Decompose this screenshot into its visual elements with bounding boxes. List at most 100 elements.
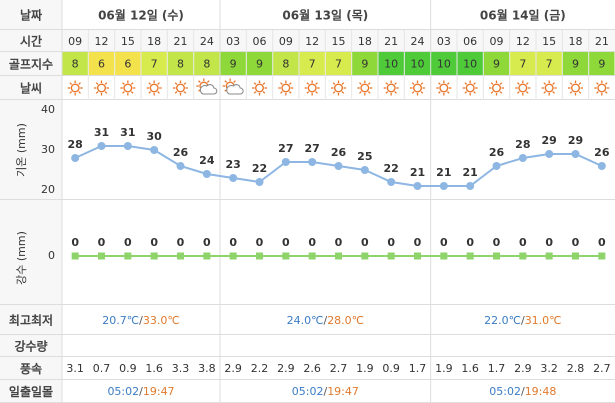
sun-ray [69,91,73,94]
data-point [334,162,343,170]
data-label: 29 [568,134,583,147]
weather-icon [594,80,610,96]
separator: / [323,314,327,327]
sun-ray [130,82,134,85]
row-label: 골프지수 [9,57,53,72]
data-label: 31 [120,126,135,139]
wind: 3.8 [198,362,216,375]
date-header: 06월 14일 (금) [480,8,566,23]
row-label: 날짜 [20,8,42,23]
wind: 1.9 [435,362,453,375]
data-point [71,252,79,260]
golf-cell [167,52,194,75]
sun-ray [315,82,318,85]
weather-icon [120,80,136,96]
data-label: 29 [542,134,557,147]
sun [571,83,580,93]
golf-index: 6 [124,58,131,71]
golf-index: 8 [282,58,289,71]
sun-ray [411,91,415,94]
sun-ray [499,82,503,85]
weather-icon [67,80,83,96]
weather-icon [357,80,373,96]
time: 21 [384,35,398,48]
sun-ray [359,82,362,85]
sun-ray [148,91,152,94]
data-point [229,252,237,260]
low-temp: 22.0℃ [484,314,521,327]
sun-ray [596,82,599,85]
data-label: 26 [489,146,505,159]
sun-times: 05:02/19:47 [107,385,174,398]
data-point [519,252,527,260]
high-temp: 28.0℃ [327,314,364,327]
wind: 1.6 [461,362,479,375]
sun-ray [157,82,160,85]
data-point [203,252,211,260]
sun-ray [552,82,555,85]
data-point [308,252,316,260]
sun-ray [394,91,397,94]
sun-ray [224,80,228,83]
label-column [0,0,62,403]
wind: 2.7 [330,362,348,375]
sun-ray [95,91,99,94]
weather-icon [222,78,244,95]
sun-ray [438,91,441,94]
sunset: 19:47 [143,385,175,398]
sun-ray [543,82,547,85]
sun-ray [490,82,494,85]
sun [97,83,106,93]
data-point [387,252,395,260]
sun-ray [148,82,152,85]
data-label: 0 [387,236,395,249]
data-point [124,252,132,260]
golf-index: 7 [151,58,158,71]
data-point [123,142,132,150]
sun-ray [183,91,187,94]
sun [413,83,422,93]
weather-icon [196,78,218,95]
time: 06 [253,35,267,48]
data-label: 28 [68,138,83,151]
sun-ray [596,91,599,94]
sun-ray [446,82,450,85]
sun-ray [359,91,362,94]
sun-ray [174,82,178,85]
data-label: 0 [308,236,316,249]
data-point [308,158,317,166]
golf-cell [115,52,141,75]
data-point [255,178,264,186]
golf-cell [536,52,562,75]
sun-ray [552,91,555,94]
sun-ray [385,91,389,94]
golf-index: 10 [384,58,398,71]
sun [307,83,317,93]
sun-ray [262,91,266,94]
data-label: 0 [466,236,474,249]
y-axis-label: 강수 (mm) [15,231,28,285]
sun-ray [464,82,468,85]
min-max: 20.7℃/33.0℃ [102,314,179,327]
data-label: 26 [331,146,347,159]
golf-cell [62,52,88,75]
weather-icon [383,80,399,96]
sunrise: 05:02 [292,385,324,398]
sun-ray [394,82,397,85]
data-label: 0 [335,236,343,249]
min-max: 22.0℃/31.0℃ [484,314,561,327]
golf-cell [404,52,431,75]
data-label: 21 [436,166,451,179]
sun-ray [438,82,441,85]
golf-cell [88,52,115,75]
sun-ray [288,82,292,85]
wind: 2.9 [277,362,295,375]
golf-index: 7 [309,58,316,71]
data-label: 21 [410,166,425,179]
separator: / [521,385,525,398]
weather-icon [515,80,531,96]
data-point [335,252,342,260]
data-point [177,252,184,260]
data-point [545,150,554,158]
wind: 1.7 [409,362,427,375]
